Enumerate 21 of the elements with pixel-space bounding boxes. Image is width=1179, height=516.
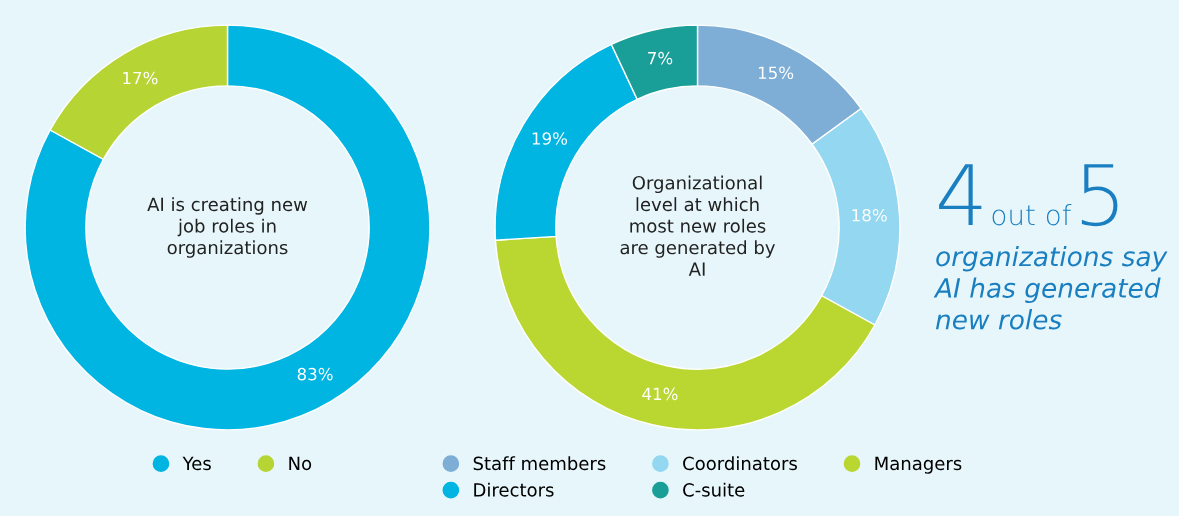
text: out of [992, 203, 1072, 226]
legend-label: Managers [875, 456, 962, 474]
legend-label: Staff members [473, 456, 606, 471]
text: 5 [1081, 164, 1118, 227]
data-label: 18% [852, 208, 887, 222]
data-label: 7% [648, 51, 673, 65]
legend-label: C-suite [683, 482, 745, 497]
text: Organizational level at which most new roles are generated by AI [620, 175, 775, 276]
legend-label: No [289, 456, 312, 471]
data-label: 41% [642, 387, 678, 401]
legend-label: Coordinators [683, 456, 797, 471]
data-label: 19% [532, 132, 568, 145]
text: AI is creating new job roles in organizations [147, 197, 308, 258]
text: 4 [939, 164, 982, 225]
donut-slice [24, 24, 431, 431]
data-label: 17% [123, 71, 158, 85]
legend-label: Yes [182, 456, 211, 471]
data-label: 15% [758, 66, 794, 80]
text: organizations say AI has generated new roles [933, 246, 1168, 330]
legend-label: Directors [474, 482, 554, 497]
data-label: 83% [297, 367, 333, 381]
